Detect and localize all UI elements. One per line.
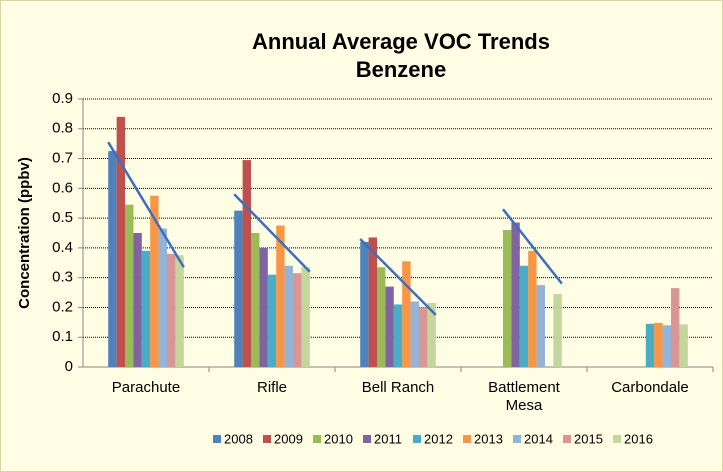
bar — [377, 267, 386, 367]
legend-label: 2012 — [424, 431, 453, 446]
bar — [679, 324, 688, 367]
bar — [133, 233, 142, 367]
bar — [553, 294, 562, 367]
y-tick-label: 0.2 — [52, 298, 73, 315]
bar — [141, 250, 151, 367]
bar — [251, 233, 260, 367]
legend-swatch — [513, 435, 521, 443]
x-tick-label: Battlement Mesa — [488, 379, 560, 414]
legend-swatch — [463, 435, 471, 443]
chart-title: Annual Average VOC Trends — [252, 29, 550, 54]
legend-label: 2014 — [524, 431, 553, 446]
bar — [662, 325, 671, 367]
bar — [125, 204, 134, 367]
bar — [301, 267, 310, 367]
bar — [503, 230, 512, 367]
y-tick-label: 0.3 — [52, 269, 73, 286]
bar — [528, 250, 537, 367]
legend-label: 2009 — [274, 431, 303, 446]
bar — [293, 273, 302, 367]
legend-swatch — [413, 435, 421, 443]
legend-label: 2011 — [374, 431, 402, 446]
legend-swatch — [363, 435, 371, 443]
bar — [259, 247, 268, 367]
x-tick-label: Parachute — [111, 379, 181, 396]
bar — [519, 265, 529, 367]
y-tick-label: 0.5 — [52, 209, 73, 226]
chart-subtitle: Benzene — [356, 57, 446, 82]
legend-swatch — [313, 435, 321, 443]
bar — [368, 237, 377, 367]
bar — [175, 255, 184, 367]
legend-label: 2016 — [624, 431, 653, 446]
bar — [410, 301, 419, 367]
legend-swatch — [563, 435, 571, 443]
legend-swatch — [263, 435, 271, 443]
y-tick-label: 0.1 — [52, 328, 73, 345]
bar — [276, 225, 285, 367]
legend-label: 2008 — [224, 431, 253, 446]
trend-line — [359, 238, 437, 316]
bar — [158, 228, 167, 367]
trend-line — [233, 193, 311, 273]
y-tick-label: 0.7 — [52, 150, 73, 167]
bar — [645, 323, 655, 367]
legend-swatch — [613, 435, 621, 443]
trend-line — [107, 141, 185, 268]
bar — [402, 261, 411, 367]
legend-label: 2015 — [574, 431, 603, 446]
bar — [242, 160, 251, 367]
bar — [427, 302, 436, 367]
x-tick-label: Bell Ranch — [361, 379, 435, 396]
bar — [167, 253, 176, 367]
bar — [116, 116, 125, 367]
y-tick-label: 0.6 — [52, 179, 73, 196]
bar — [393, 304, 403, 367]
legend-swatch — [213, 435, 221, 443]
y-tick-label: 0.4 — [52, 239, 73, 256]
x-tick-label: Rifle — [256, 379, 287, 396]
x-tick-label: Carbondale — [611, 379, 689, 396]
legend-label: 2010 — [324, 431, 353, 446]
y-tick-label: 0 — [65, 358, 73, 375]
bar — [234, 210, 243, 367]
bar — [108, 151, 117, 367]
bar — [360, 241, 369, 367]
y-tick-label: 0.9 — [52, 90, 73, 107]
bar — [385, 286, 394, 367]
bar — [284, 265, 293, 367]
bar — [511, 222, 520, 367]
bar — [671, 288, 680, 367]
bar — [536, 285, 545, 367]
trend-line — [502, 208, 563, 285]
y-axis-label: Concentration (ppbv) — [16, 157, 33, 309]
bar — [654, 322, 663, 367]
y-tick-label: 0.8 — [52, 120, 73, 137]
bar — [150, 195, 159, 367]
bar — [419, 307, 428, 367]
legend-label: 2013 — [474, 431, 503, 446]
bar — [267, 274, 277, 367]
